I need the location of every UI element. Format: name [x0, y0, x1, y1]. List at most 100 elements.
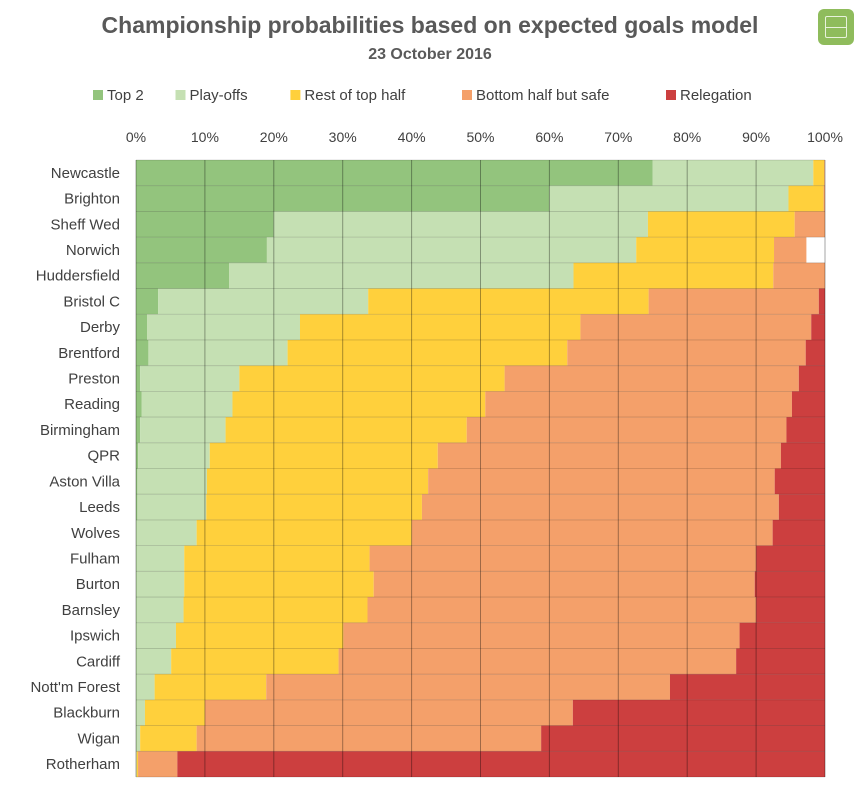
bar-derby-relegation — [811, 314, 825, 340]
bar-preston-relegation — [798, 365, 825, 392]
bar-sheff-wed-play-offs — [273, 211, 648, 238]
x-tick-label: 10% — [191, 129, 219, 145]
bar-nott-m-forest-relegation — [669, 674, 825, 700]
y-category-label: Brighton — [64, 191, 120, 208]
y-category-label: Wolves — [71, 525, 120, 542]
y-category-label: Preston — [68, 371, 120, 388]
bar-huddersfield-rest-of-top-half — [573, 262, 774, 289]
bar-ipswich-rest-of-top-half — [175, 622, 344, 649]
x-tick-label: 0% — [126, 129, 146, 145]
legend-label-play-offs: Play-offs — [190, 87, 248, 104]
bar-norwich-top-2 — [136, 237, 267, 263]
bar-derby-top-2 — [136, 314, 148, 340]
bar-leeds-bottom-half-but-safe — [421, 494, 779, 520]
bar-wolves-bottom-half-but-safe — [411, 519, 773, 546]
bar-qpr-bottom-half-but-safe — [437, 442, 781, 469]
bar-cardiff-play-offs — [136, 648, 172, 675]
y-category-label: Bristol C — [63, 293, 120, 310]
bar-bristol-c-play-offs — [158, 288, 369, 315]
bar-barnsley-play-offs — [136, 597, 184, 623]
y-category-label: Blackburn — [53, 705, 120, 722]
chart-title: Championship probabilities based on expe… — [101, 12, 759, 38]
bar-brentford-bottom-half-but-safe — [567, 339, 806, 366]
bar-burton-rest-of-top-half — [184, 571, 374, 598]
bar-norwich-bottom-half-but-safe — [774, 237, 807, 263]
y-category-label: Burton — [76, 576, 120, 593]
bar-burton-bottom-half-but-safe — [373, 571, 755, 598]
bar-preston-top-2 — [136, 365, 141, 392]
bar-cardiff-rest-of-top-half — [171, 648, 339, 675]
y-category-label: Reading — [64, 396, 120, 413]
bar-ipswich-play-offs — [136, 622, 176, 649]
bar-wigan-bottom-half-but-safe — [196, 725, 542, 752]
bar-qpr-relegation — [780, 442, 825, 469]
bar-qpr-top-2 — [136, 442, 139, 469]
bar-sheff-wed-rest-of-top-half — [647, 211, 795, 238]
bar-brentford-rest-of-top-half — [287, 339, 568, 366]
bar-burton-relegation — [754, 571, 825, 598]
bar-reading-rest-of-top-half — [232, 391, 486, 418]
bar-wigan-play-offs — [136, 725, 141, 752]
bar-wolves-play-offs — [136, 519, 197, 546]
bar-sheff-wed-bottom-half-but-safe — [794, 211, 825, 238]
bar-barnsley-relegation — [756, 597, 825, 623]
bar-qpr-play-offs — [138, 442, 210, 469]
bar-brighton-play-offs — [549, 185, 789, 212]
y-category-label: Birmingham — [40, 422, 120, 439]
bar-aston-villa-rest-of-top-half — [206, 468, 429, 495]
bar-nott-m-forest-top-2 — [136, 674, 137, 700]
bar-huddersfield-bottom-half-but-safe — [773, 262, 825, 289]
bar-leeds-play-offs — [137, 494, 207, 520]
legend-label-relegation: Relegation — [680, 87, 752, 104]
y-category-label: Brentford — [58, 345, 120, 362]
x-tick-label: 100% — [807, 129, 843, 145]
bar-brighton-top-2 — [136, 185, 550, 212]
bar-leeds-relegation — [778, 494, 825, 520]
bar-burton-top-2 — [136, 571, 137, 598]
bar-blackburn-bottom-half-but-safe — [204, 699, 573, 726]
y-category-label: Leeds — [79, 499, 120, 516]
bar-rotherham-rest-of-top-half — [136, 751, 139, 777]
bar-brentford-top-2 — [136, 339, 149, 366]
bar-wolves-relegation — [772, 519, 825, 546]
bar-newcastle-play-offs — [652, 160, 814, 186]
x-tick-label: 30% — [329, 129, 357, 145]
bar-fulham-rest-of-top-half — [184, 545, 370, 572]
bar-wolves-top-2 — [136, 519, 137, 546]
y-category-label: Derby — [80, 319, 121, 336]
bar-wolves-rest-of-top-half — [196, 519, 412, 546]
bar-derby-bottom-half-but-safe — [580, 314, 812, 340]
x-tick-label: 80% — [673, 129, 701, 145]
bar-leeds-rest-of-top-half — [206, 494, 422, 520]
bar-aston-villa-play-offs — [137, 468, 207, 495]
y-category-label: Norwich — [66, 242, 120, 259]
bar-barnsley-bottom-half-but-safe — [367, 597, 757, 623]
bar-cardiff-top-2 — [136, 648, 137, 675]
bar-huddersfield-play-offs — [229, 262, 574, 289]
legend-swatch-top-2 — [93, 90, 103, 100]
x-tick-label: 70% — [604, 129, 632, 145]
bar-fulham-top-2 — [136, 545, 137, 572]
bar-bristol-c-rest-of-top-half — [368, 288, 649, 315]
bar-reading-top-2 — [136, 391, 142, 418]
y-category-label: Cardiff — [76, 653, 121, 670]
bar-newcastle-top-2 — [136, 160, 653, 186]
bar-birmingham-play-offs — [140, 417, 226, 443]
bar-bristol-c-top-2 — [136, 288, 159, 315]
bar-ipswich-bottom-half-but-safe — [343, 622, 740, 649]
x-tick-label: 90% — [742, 129, 770, 145]
y-category-label: QPR — [87, 448, 120, 465]
bar-birmingham-bottom-half-but-safe — [466, 417, 787, 443]
y-category-label: Rotherham — [46, 756, 120, 773]
x-tick-label: 60% — [535, 129, 563, 145]
bar-derby-rest-of-top-half — [299, 314, 581, 340]
y-category-label: Sheff Wed — [51, 216, 121, 233]
bar-wigan-relegation — [541, 725, 825, 752]
bar-preston-bottom-half-but-safe — [504, 365, 799, 392]
bar-aston-villa-relegation — [774, 468, 825, 495]
bar-nott-m-forest-play-offs — [136, 674, 155, 700]
x-tick-label: 20% — [260, 129, 288, 145]
bar-rotherham-relegation — [177, 751, 826, 777]
bar-reading-bottom-half-but-safe — [485, 391, 792, 418]
